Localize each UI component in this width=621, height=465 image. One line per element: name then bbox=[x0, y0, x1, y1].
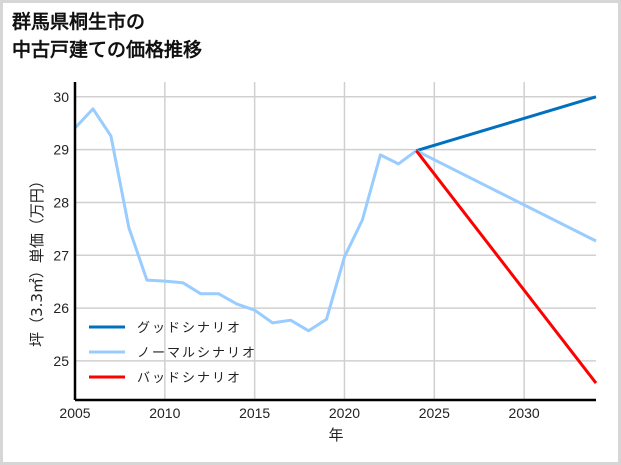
y-tick-label: 30 bbox=[53, 89, 69, 105]
y-axis-label: 坪（3.3㎡）単価（万円） bbox=[28, 173, 46, 347]
x-tick-label: 2010 bbox=[149, 405, 180, 421]
gridlines bbox=[75, 82, 596, 400]
legend-label: グッドシナリオ bbox=[137, 321, 242, 336]
data-lines bbox=[73, 95, 598, 385]
series-line bbox=[415, 149, 597, 243]
x-tick-label: 2015 bbox=[239, 405, 270, 421]
y-tick-label: 27 bbox=[53, 247, 69, 263]
chart-title-line-1: 群馬県桐生市の bbox=[12, 11, 146, 33]
axes bbox=[73, 82, 596, 402]
x-tick-label: 2030 bbox=[509, 405, 540, 421]
legend-label: ノーマルシナリオ bbox=[137, 346, 257, 361]
x-tick-label: 2005 bbox=[59, 405, 90, 421]
x-axis-label: 年 bbox=[328, 426, 343, 444]
x-tick-label: 2025 bbox=[419, 405, 450, 421]
chart-title: 群馬県桐生市の 中古戸建ての価格推移 bbox=[12, 8, 202, 64]
chart-title-line-2: 中古戸建ての価格推移 bbox=[12, 39, 203, 61]
series-line bbox=[415, 95, 597, 153]
y-tick-label: 29 bbox=[53, 142, 69, 158]
x-tick-label: 2020 bbox=[329, 405, 360, 421]
series-line bbox=[73, 107, 418, 333]
y-tick-label: 25 bbox=[53, 353, 69, 369]
legend-label: バッドシナリオ bbox=[137, 371, 242, 386]
y-tick-label: 28 bbox=[53, 194, 69, 210]
tick-labels: 25 26 27 28 29 30 2005 2010 2015 2020 2025 2030 bbox=[53, 89, 539, 421]
y-tick-label: 26 bbox=[53, 300, 69, 316]
series-line bbox=[415, 149, 598, 385]
